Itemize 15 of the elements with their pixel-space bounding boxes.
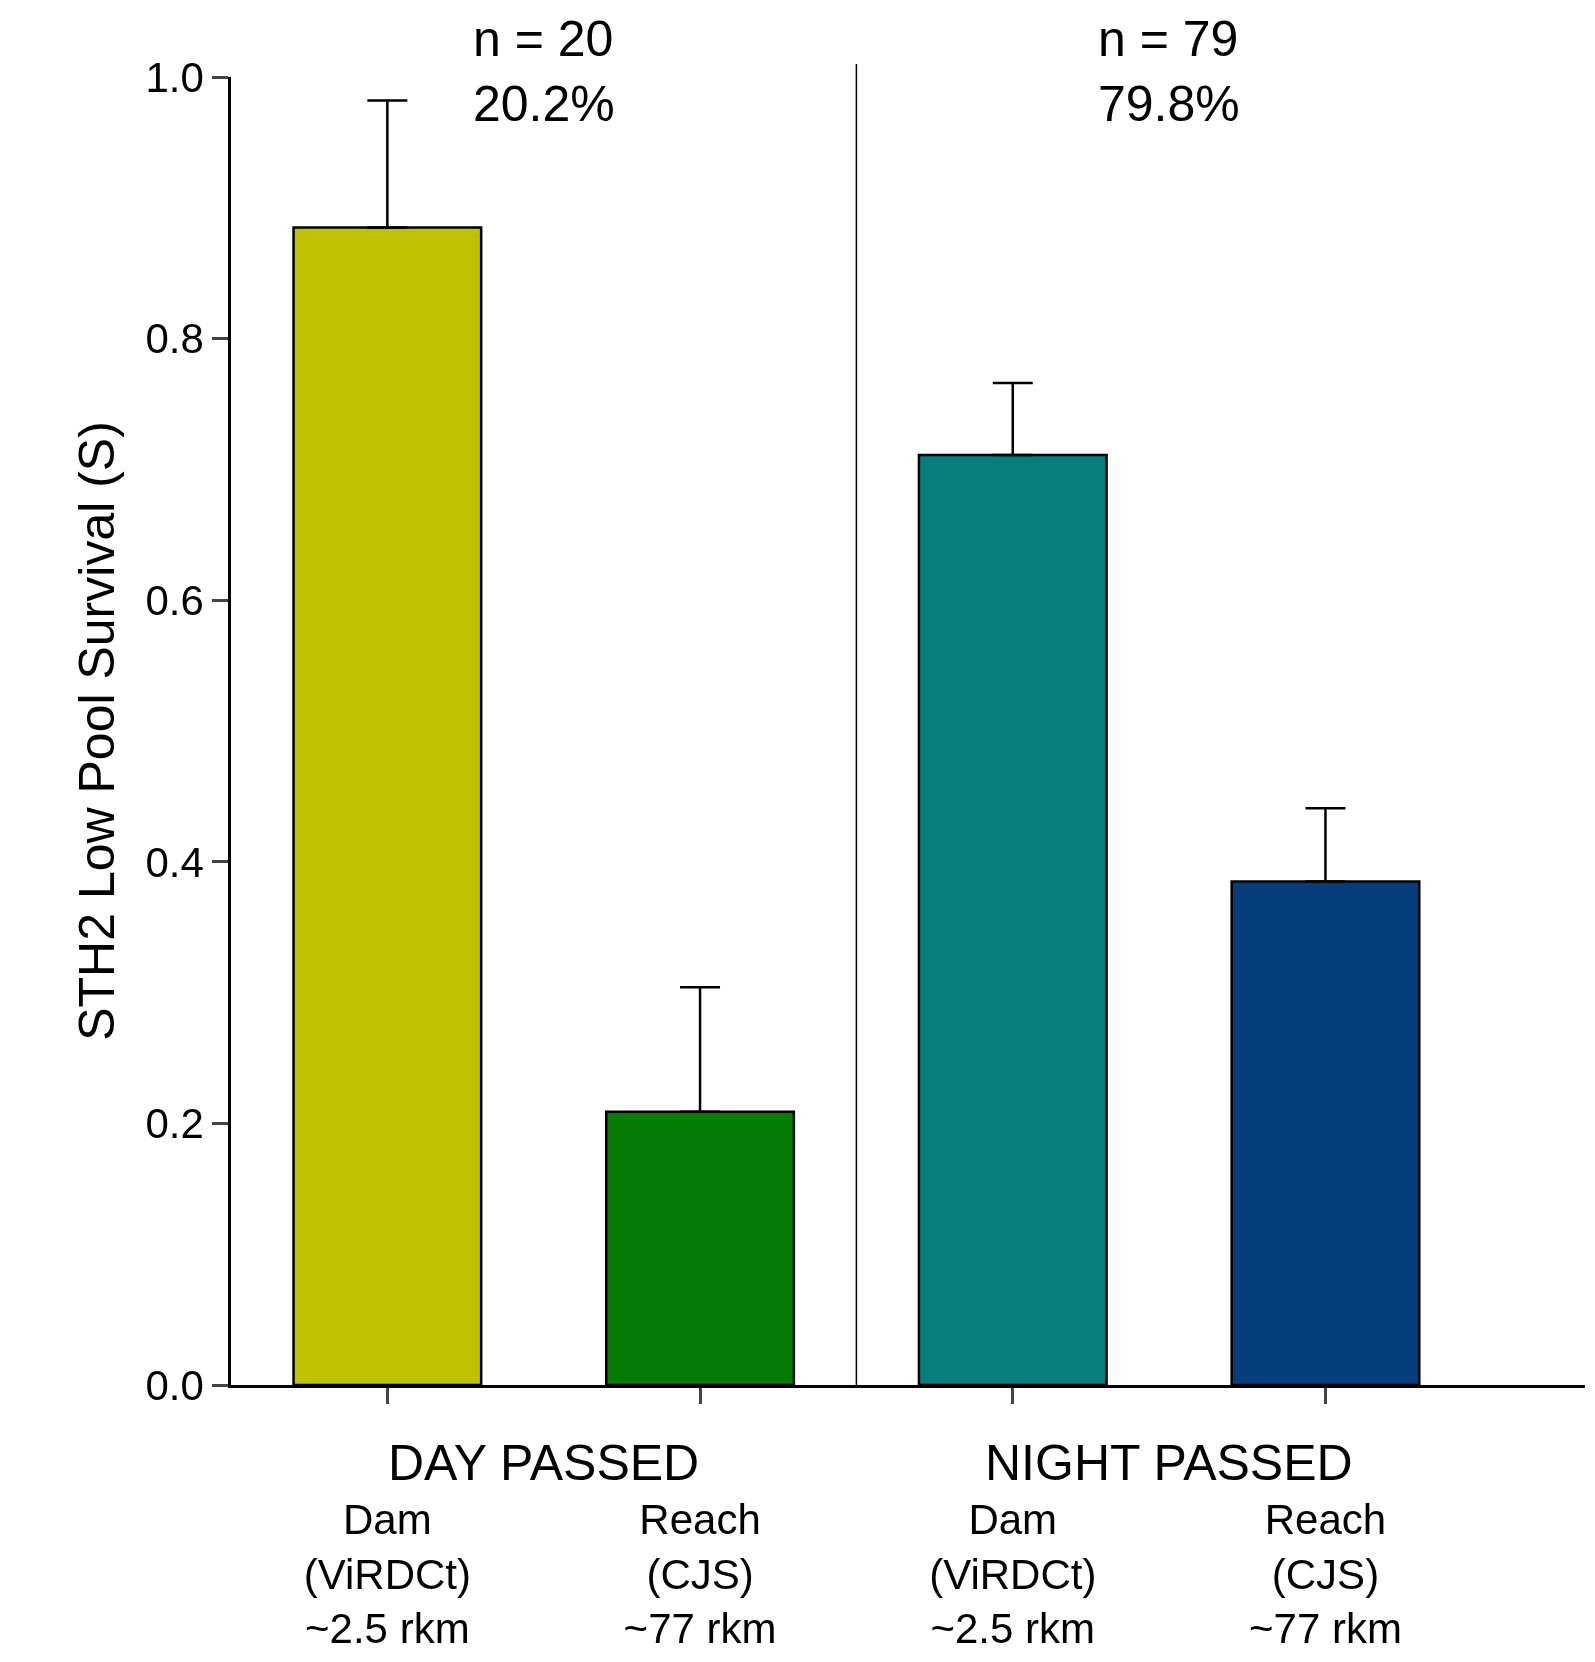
text: DAY PASSED (388, 1435, 700, 1491)
y-tick-label: 0.0 (145, 1361, 204, 1409)
annotation: n = 20 20.2% (473, 11, 615, 132)
y-tick-label: 0.6 (145, 576, 204, 624)
y-tick-label: 0.8 (145, 315, 204, 363)
y-axis-title: STH2 Low Pool Survival (S) (69, 421, 126, 1041)
y-tick-label: 0.4 (145, 838, 204, 886)
y-tick-label: 1.0 (145, 53, 204, 101)
annotation: n = 79 79.8% (1098, 11, 1240, 132)
x-tick-label: Reach (CJS) ~77 rkm (623, 1496, 777, 1653)
x-tick-label: Reach (CJS) ~77 rkm (1249, 1496, 1402, 1653)
y-tick-label: 0.2 (145, 1100, 204, 1148)
x-tick-label: Dam (ViRDCt) ~2.5 rkm (303, 1496, 471, 1653)
text: NIGHT PASSED (985, 1435, 1353, 1491)
x-tick-label: Dam (ViRDCt) ~2.5 rkm (929, 1496, 1097, 1653)
